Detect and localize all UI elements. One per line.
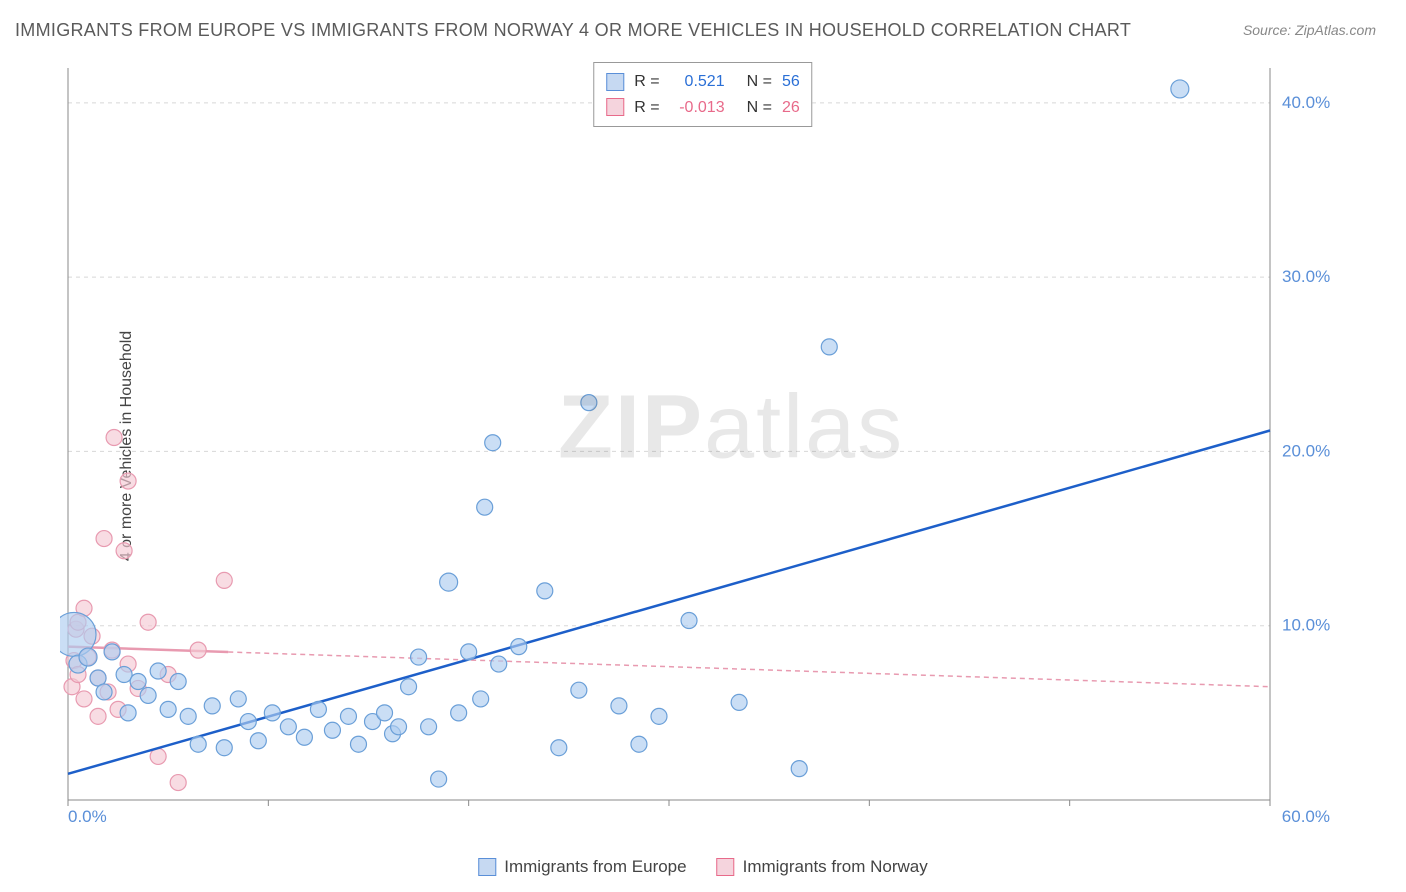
svg-text:0.0%: 0.0% [68,807,107,826]
series-legend: Immigrants from Europe Immigrants from N… [478,857,927,877]
swatch-norway-icon [606,98,624,116]
correlation-row-europe: R = 0.521 N = 56 [606,69,799,95]
swatch-europe-icon [478,858,496,876]
svg-text:60.0%: 60.0% [1282,807,1330,826]
plot-area: 10.0% 20.0% 30.0% 40.0% 0.0% 60.0% [60,60,1340,830]
swatch-europe-icon [606,73,624,91]
correlation-row-norway: R = -0.013 N = 26 [606,95,799,121]
r-label: R = [634,95,659,121]
n-label: N = [747,69,772,95]
legend-label-norway: Immigrants from Norway [743,857,928,877]
legend-item-europe: Immigrants from Europe [478,857,686,877]
correlation-legend: R = 0.521 N = 56 R = -0.013 N = 26 [593,62,812,127]
n-value-europe: 56 [782,69,800,95]
r-label: R = [634,69,659,95]
source-attribution: Source: ZipAtlas.com [1243,22,1376,38]
legend-item-norway: Immigrants from Norway [717,857,928,877]
scatter-chart: 10.0% 20.0% 30.0% 40.0% 0.0% 60.0% [60,60,1340,830]
chart-title: IMMIGRANTS FROM EUROPE VS IMMIGRANTS FRO… [15,20,1131,41]
n-label: N = [747,95,772,121]
svg-text:40.0%: 40.0% [1282,93,1330,112]
svg-text:10.0%: 10.0% [1282,616,1330,635]
legend-label-europe: Immigrants from Europe [504,857,686,877]
n-value-norway: 26 [782,95,800,121]
r-value-norway: -0.013 [670,95,725,121]
r-value-europe: 0.521 [670,69,725,95]
svg-text:30.0%: 30.0% [1282,267,1330,286]
svg-text:20.0%: 20.0% [1282,441,1330,460]
swatch-norway-icon [717,858,735,876]
